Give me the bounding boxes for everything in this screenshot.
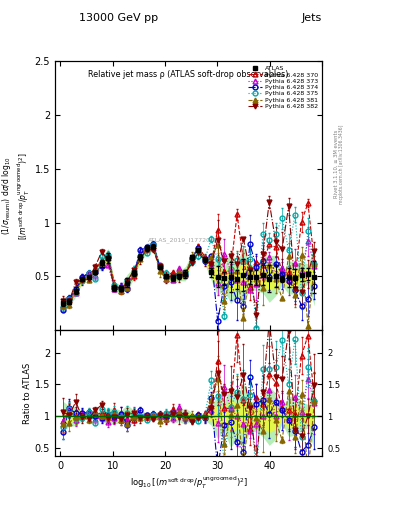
Text: Relative jet mass ρ (ATLAS soft-drop observables): Relative jet mass ρ (ATLAS soft-drop obs… [88,70,289,78]
Text: ATLAS_2019_I1772062: ATLAS_2019_I1772062 [148,238,219,243]
Legend: ATLAS, Pythia 6.428 370, Pythia 6.428 373, Pythia 6.428 374, Pythia 6.428 375, P: ATLAS, Pythia 6.428 370, Pythia 6.428 37… [247,65,319,110]
Text: Jets: Jets [302,13,322,23]
Y-axis label: Ratio to ATLAS: Ratio to ATLAS [23,362,32,423]
Text: mcplots.cern.ch [arXiv:1306.3436]: mcplots.cern.ch [arXiv:1306.3436] [339,124,343,204]
Text: Rivet 3.1.10, ≥ 3M events: Rivet 3.1.10, ≥ 3M events [334,130,338,198]
Y-axis label: $(1/\sigma_{\rm resumi})$ d$\sigma$/d log$_{10}$
$[(m^{\rm soft\ drop}/p_T^{\rm : $(1/\sigma_{\rm resumi})$ d$\sigma$/d lo… [0,152,32,240]
Text: 13000 GeV pp: 13000 GeV pp [79,13,158,23]
X-axis label: $\log_{10}[(m^{\rm soft\ drop}/p_T^{\rm ungroomed})^2]$: $\log_{10}[(m^{\rm soft\ drop}/p_T^{\rm … [130,475,248,491]
